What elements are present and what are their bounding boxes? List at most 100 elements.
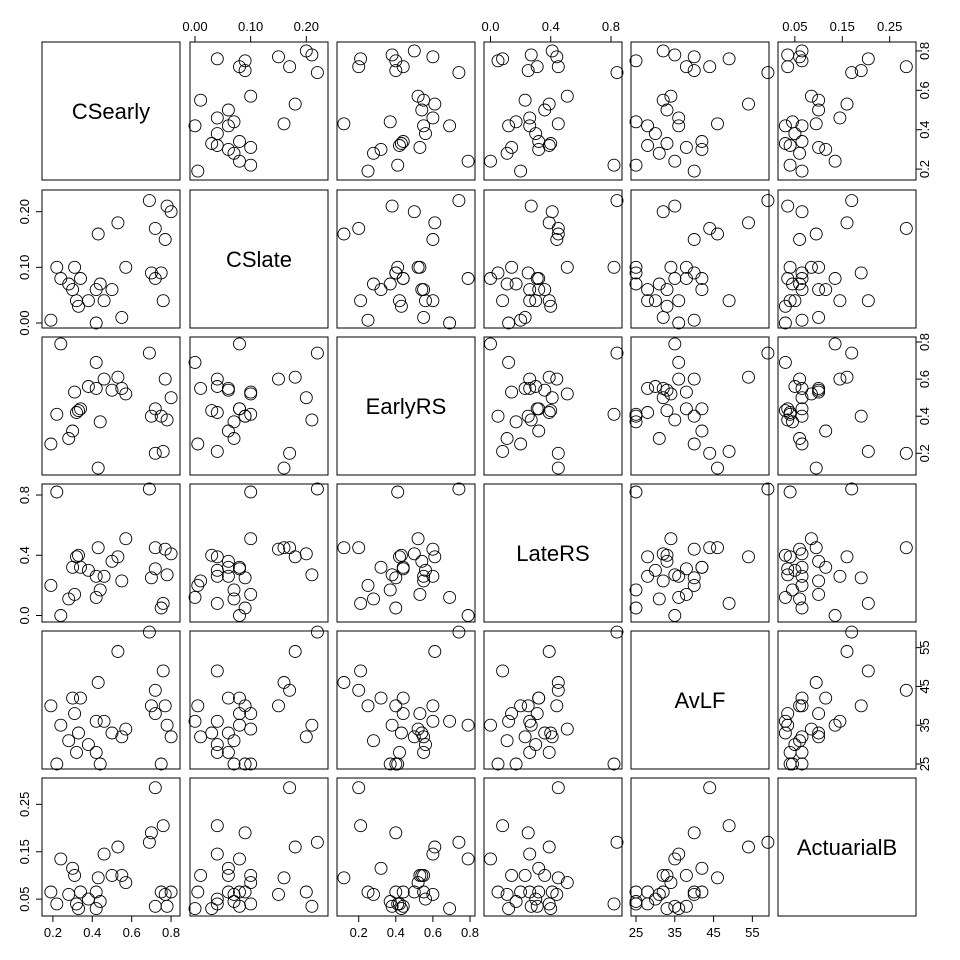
point-ActuarialB-vs-CSearly-27 — [164, 885, 178, 899]
point-CSearly-vs-EarlyRS-9 — [419, 127, 432, 141]
point-ActuarialB-vs-CSearly-10 — [89, 902, 103, 916]
point-EarlyRS-vs-ActuarialB-2 — [828, 337, 842, 351]
point-EarlyRS-vs-AvLF-2 — [668, 337, 682, 351]
point-ActuarialB-vs-LateRS-15 — [538, 868, 552, 882]
point-EarlyRS-vs-AvLF-24 — [722, 444, 736, 458]
point-ActuarialB-vs-AvLF-18 — [664, 876, 678, 890]
point-AvLF-vs-CSlate-25 — [272, 699, 285, 713]
point-ActuarialB-vs-EarlyRS-25 — [426, 887, 440, 901]
panel-LateRS-CSearly — [41, 483, 181, 623]
y-tick-label-EarlyRS-3: 0.8 — [917, 333, 932, 351]
panel-ActuarialB-LateRS — [483, 777, 623, 917]
x-tick-label-EarlyRS-3: 0.8 — [461, 925, 479, 940]
point-CSearly-vs-EarlyRS-7 — [394, 137, 408, 150]
point-EarlyRS-vs-CSearly-12 — [91, 461, 105, 475]
point-ActuarialB-vs-EarlyRS-18 — [411, 876, 425, 890]
point-EarlyRS-vs-LateRS-3 — [500, 432, 514, 445]
point-ActuarialB-vs-CSearly-15 — [105, 868, 119, 882]
point-ActuarialB-vs-LateRS-20 — [521, 826, 535, 840]
point-EarlyRS-vs-ActuarialB-21 — [899, 446, 913, 460]
point-CSearly-vs-CSlate-18 — [244, 89, 258, 103]
point-AvLF-vs-CSlate-19 — [310, 625, 324, 639]
point-ActuarialB-vs-EarlyRS-8 — [396, 885, 410, 899]
point-LateRS-vs-CSearly-11 — [89, 569, 103, 583]
x-tick-label-LateRS-0: 0.0 — [481, 19, 499, 34]
point-EarlyRS-vs-LateRS-12 — [551, 461, 565, 475]
point-EarlyRS-vs-LateRS-18 — [560, 387, 574, 401]
point-CSlate-vs-AvLF-24 — [722, 294, 736, 308]
point-AvLF-vs-EarlyRS-8 — [396, 691, 410, 705]
point-ActuarialB-vs-EarlyRS-7 — [394, 902, 408, 916]
point-EarlyRS-vs-CSearly-11 — [89, 381, 103, 395]
point-AvLF-vs-EarlyRS-7 — [394, 726, 408, 740]
point-LateRS-vs-AvLF-25 — [687, 542, 701, 556]
point-CSearly-vs-AvLF-26 — [668, 48, 682, 62]
point-EarlyRS-vs-CSearly-20 — [144, 409, 158, 423]
point-EarlyRS-vs-LateRS-21 — [551, 446, 565, 460]
point-EarlyRS-vs-AvLF-11 — [641, 381, 655, 395]
point-LateRS-vs-CSlate-9 — [210, 563, 224, 577]
point-EarlyRS-vs-AvLF-26 — [668, 413, 682, 427]
point-CSearly-vs-LateRS-1 — [607, 158, 621, 172]
point-ActuarialB-vs-CSearly-4 — [66, 861, 80, 875]
y-tick-label-CSearly-2: 0.6 — [917, 81, 932, 99]
point-ActuarialB-vs-AvLF-17 — [656, 868, 670, 882]
point-LateRS-vs-ActuarialB-15 — [812, 554, 826, 568]
point-ActuarialB-vs-LateRS-27 — [545, 885, 559, 899]
point-LateRS-vs-CSearly-13 — [93, 583, 107, 597]
point-AvLF-vs-CSlate-17 — [194, 730, 208, 744]
point-LateRS-vs-CSlate-17 — [194, 574, 208, 588]
point-CSlate-vs-ActuarialB-26 — [781, 199, 795, 213]
point-ActuarialB-vs-AvLF-10 — [672, 902, 686, 916]
point-LateRS-vs-ActuarialB-21 — [899, 541, 913, 555]
point-LateRS-vs-AvLF-15 — [660, 554, 674, 568]
point-CSlate-vs-EarlyRS-21 — [352, 221, 366, 235]
panel-AvLF-EarlyRS — [336, 630, 476, 770]
point-CSlate-vs-EarlyRS-18 — [411, 260, 425, 274]
point-CSearly-vs-AvLF-16 — [742, 97, 755, 111]
panel-ActuarialB-ActuarialB — [777, 777, 917, 917]
point-ActuarialB-vs-CSlate-27 — [299, 885, 313, 899]
point-EarlyRS-vs-LateRS-26 — [524, 413, 538, 427]
point-ActuarialB-vs-CSearly-2 — [54, 852, 68, 866]
point-CSearly-vs-LateRS-19 — [610, 66, 624, 80]
point-EarlyRS-vs-ActuarialB-7 — [778, 404, 792, 418]
point-CSlate-vs-ActuarialB-15 — [812, 283, 826, 297]
point-ActuarialB-vs-CSlate-14 — [210, 847, 224, 861]
point-CSlate-vs-ActuarialB-16 — [840, 216, 854, 230]
point-CSearly-vs-ActuarialB-17 — [812, 93, 826, 107]
point-EarlyRS-vs-ActuarialB-20 — [854, 409, 868, 423]
point-CSlate-vs-ActuarialB-4 — [819, 283, 833, 297]
point-ActuarialB-vs-EarlyRS-4 — [374, 861, 388, 875]
point-CSlate-vs-LateRS-22 — [530, 272, 544, 285]
point-CSearly-vs-ActuarialB-10 — [778, 119, 792, 133]
point-LateRS-vs-EarlyRS-14 — [426, 569, 440, 583]
point-ActuarialB-vs-CSearly-26 — [160, 899, 174, 913]
point-LateRS-vs-EarlyRS-0 — [361, 578, 375, 592]
point-AvLF-vs-ActuarialB-14 — [833, 714, 847, 728]
x-tick-label-CSlate-0: 0.00 — [182, 19, 207, 34]
point-AvLF-vs-LateRS-23 — [491, 757, 505, 771]
x-tick-label-LateRS-1: 0.4 — [542, 19, 560, 34]
point-CSlate-vs-LateRS-23 — [491, 266, 505, 280]
point-LateRS-vs-CSearly-12 — [91, 541, 105, 555]
point-ActuarialB-vs-AvLF-21 — [703, 781, 717, 795]
point-LateRS-vs-ActuarialB-4 — [819, 560, 833, 574]
point-CSlate-vs-LateRS-10 — [502, 316, 516, 330]
point-CSlate-vs-LateRS-27 — [545, 205, 559, 219]
point-CSlate-vs-LateRS-20 — [521, 266, 535, 280]
point-ActuarialB-vs-EarlyRS-0 — [361, 885, 375, 899]
point-CSearly-vs-EarlyRS-6 — [393, 139, 406, 152]
point-AvLF-vs-LateRS-10 — [502, 714, 516, 728]
point-AvLF-vs-EarlyRS-14 — [426, 714, 440, 728]
point-CSearly-vs-LateRS-22 — [530, 60, 544, 74]
point-LateRS-vs-ActuarialB-2 — [828, 609, 842, 622]
point-EarlyRS-vs-CSlate-13 — [227, 415, 241, 429]
point-ActuarialB-vs-CSearly-20 — [144, 826, 158, 840]
point-EarlyRS-vs-LateRS-15 — [538, 383, 552, 397]
point-ActuarialB-vs-CSlate-16 — [288, 840, 302, 854]
point-EarlyRS-vs-CSearly-18 — [119, 387, 133, 401]
point-CSearly-vs-CSlate-16 — [288, 97, 302, 111]
point-LateRS-vs-ActuarialB-3 — [793, 592, 807, 606]
point-CSlate-vs-CSearly-16 — [111, 216, 125, 230]
